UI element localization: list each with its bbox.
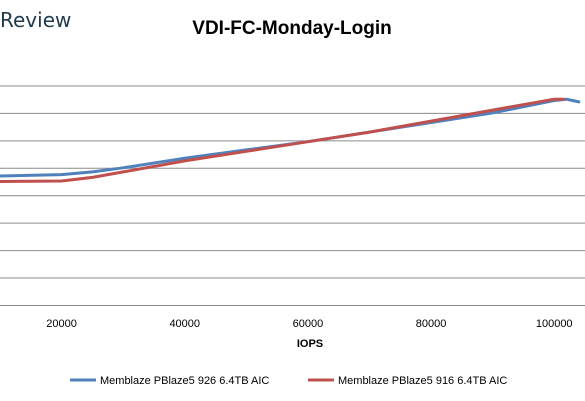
watermark-text: Review	[0, 8, 71, 32]
grid	[0, 85, 585, 306]
series-lines	[0, 97, 581, 183]
legend: Memblaze PBlaze5 926 6.4TB AIC Memblaze P…	[70, 375, 507, 387]
x-tick-label-3: 80000	[416, 318, 447, 330]
series-line-1	[0, 97, 565, 183]
legend-label-0: Memblaze PBlaze5 926 6.4TB AIC	[100, 375, 269, 387]
x-tick-label-2: 60000	[293, 318, 324, 330]
x-axis-label: IOPS	[297, 338, 323, 350]
x-tick-label-1: 40000	[169, 318, 200, 330]
legend-label-1: Memblaze PBlaze5 916 6.4TB AIC	[338, 375, 507, 387]
x-tick-label-0: 20000	[46, 318, 77, 330]
x-axis-ticks: 20000 40000 60000 80000 100000	[46, 318, 572, 330]
chart-title: VDI-FC-Monday-Login	[192, 18, 391, 39]
x-tick-label-4: 100000	[536, 318, 573, 330]
